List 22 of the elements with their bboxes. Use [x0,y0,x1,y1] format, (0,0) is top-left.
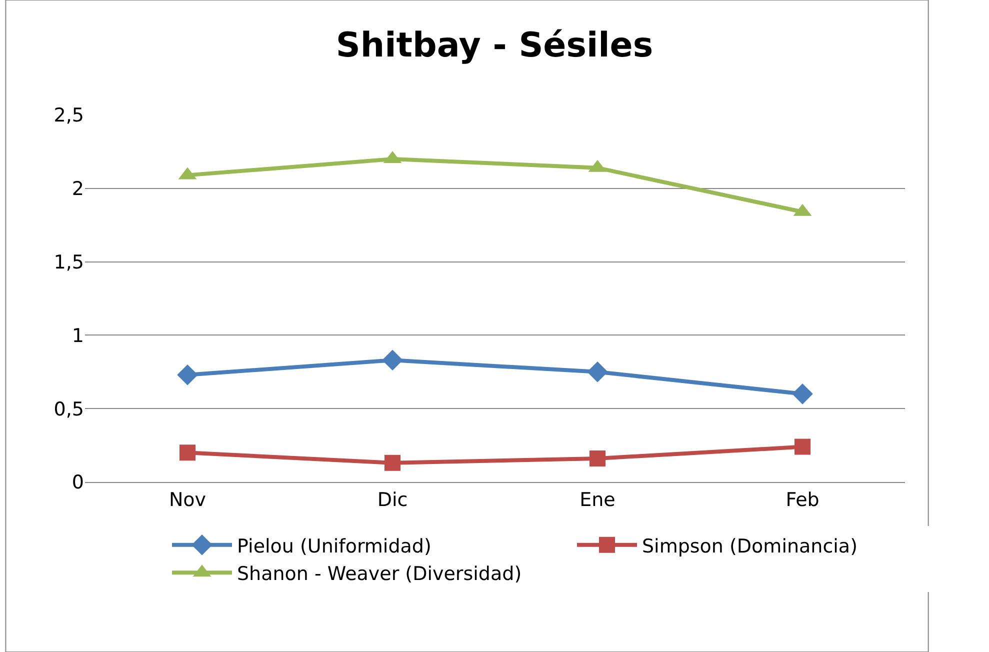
y-tick-label: 2,5 [54,104,84,127]
legend-label: Shanon - Weaver (Diversidad) [237,563,522,585]
point [382,350,403,371]
point [794,438,810,455]
point [587,362,608,382]
point [384,454,400,471]
point [590,450,606,467]
point [180,444,196,461]
y-tick-label: 1,5 [54,251,84,274]
y-tick-label: 0 [72,472,84,494]
legend-label: Simpson (Dominancia) [642,535,858,558]
y-tick-label: 0,5 [54,398,84,420]
x-tick-label: Nov [168,488,206,511]
y-tick-label: 2 [72,178,84,200]
y-tick-label: 1 [72,324,84,347]
point [177,364,198,386]
x-tick-label: Ene [580,488,616,511]
x-tick-label: Feb [786,488,820,511]
x-tick-label: Dic [377,488,408,511]
point [792,384,813,404]
legend-label: Pielou (Uniformidad) [237,535,432,558]
chart-title: Shitbay - Sésiles [336,25,654,66]
